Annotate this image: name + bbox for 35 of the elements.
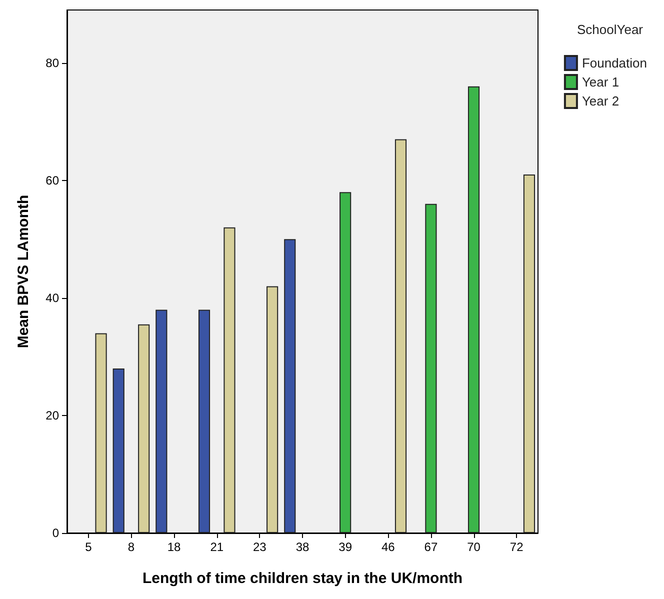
legend-label: Year 2 bbox=[582, 94, 620, 108]
x-tick-label: 70 bbox=[467, 540, 481, 554]
bar bbox=[340, 192, 352, 533]
x-tick-label: 21 bbox=[210, 540, 224, 554]
y-tick-label: 20 bbox=[46, 408, 60, 422]
bar bbox=[394, 139, 407, 533]
legend-title: SchoolYear bbox=[576, 22, 644, 37]
bar bbox=[156, 310, 168, 533]
x-tick-label: 39 bbox=[338, 540, 352, 554]
x-tick-label: 18 bbox=[167, 540, 182, 554]
legend-label: Foundation bbox=[582, 56, 648, 70]
x-tick-label: 38 bbox=[296, 540, 310, 554]
x-tick-label: 46 bbox=[381, 540, 396, 554]
x-tick-label: 23 bbox=[253, 540, 267, 554]
x-axis-title: Length of time children stay in the UK/month bbox=[142, 570, 463, 587]
bar bbox=[224, 227, 236, 533]
bar bbox=[95, 333, 107, 533]
x-tick-label: 72 bbox=[510, 540, 524, 554]
y-tick-label: 40 bbox=[46, 290, 60, 305]
y-tick-label: 60 bbox=[46, 173, 60, 188]
y-axis-title: Mean BPVS LAmonth bbox=[15, 194, 32, 348]
bar bbox=[138, 324, 150, 533]
bar bbox=[523, 174, 536, 533]
bar bbox=[266, 286, 278, 533]
y-tick-label: 0 bbox=[52, 526, 60, 540]
x-tick-label: 67 bbox=[424, 540, 438, 554]
bar bbox=[198, 310, 210, 533]
legend-label: Year 1 bbox=[582, 74, 620, 90]
x-tick-label: 8 bbox=[128, 540, 135, 554]
bar bbox=[468, 86, 480, 533]
bar bbox=[112, 368, 124, 533]
x-tick-label: 5 bbox=[85, 540, 92, 554]
bar bbox=[284, 239, 296, 533]
y-tick-label: 80 bbox=[46, 56, 60, 70]
bar bbox=[425, 204, 437, 533]
